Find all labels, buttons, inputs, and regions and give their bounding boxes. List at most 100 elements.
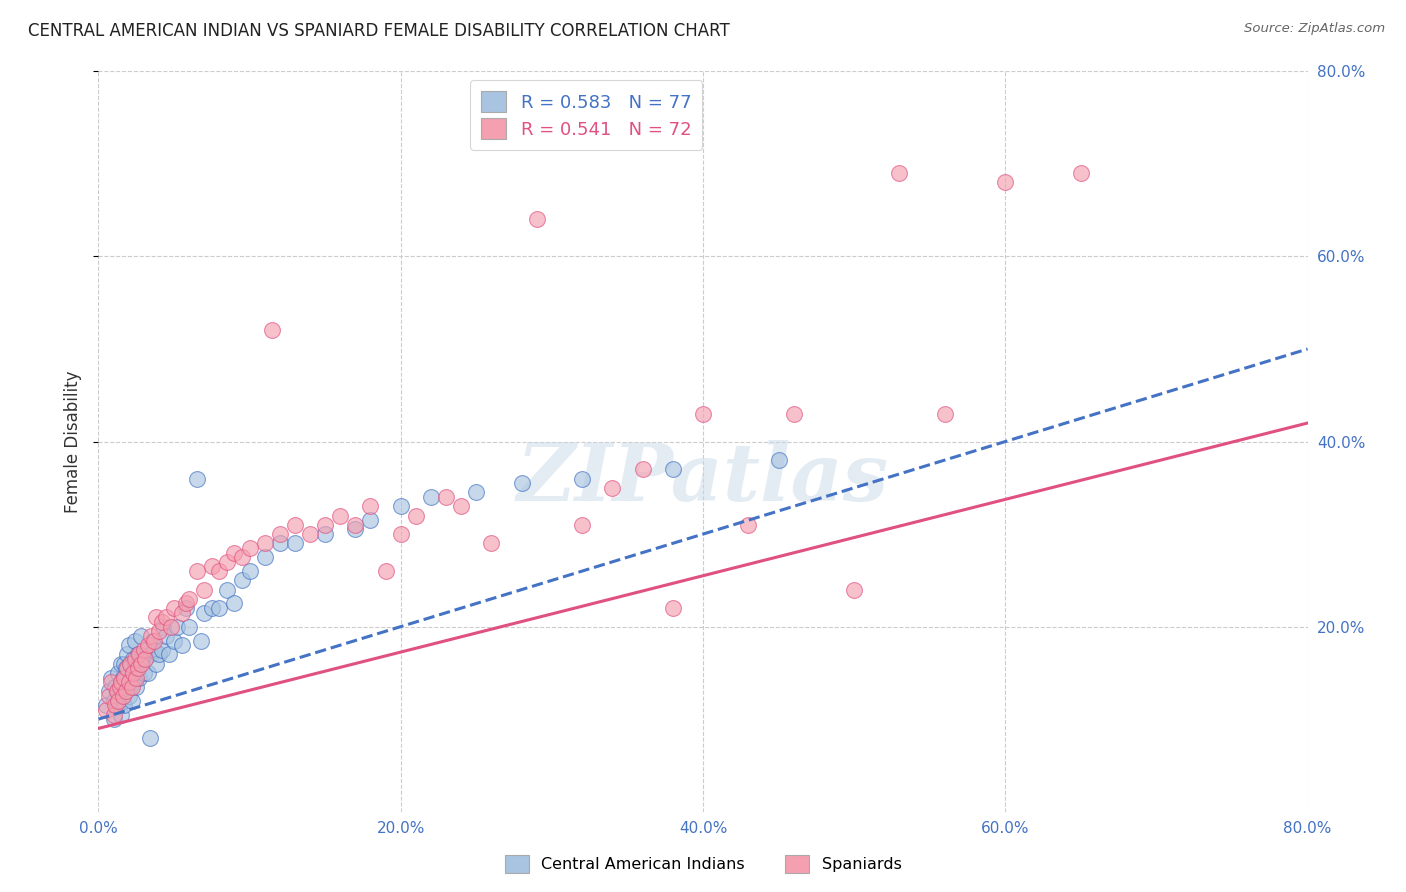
Point (783, 407, 806, 421)
Point (121, 665, 143, 680)
Point (125, 680, 148, 694)
Point (129, 629, 152, 643)
Point (124, 633, 146, 648)
Point (132, 642, 155, 657)
Point (94, 698, 117, 713)
Point (844, 582, 866, 597)
Point (104, 680, 127, 694)
Point (1070, 166, 1092, 180)
Point (174, 597, 197, 611)
Point (107, 694, 129, 708)
Point (107, 684, 129, 698)
Point (174, 601, 197, 615)
Point (114, 684, 136, 698)
Point (239, 541, 262, 555)
Point (121, 694, 143, 708)
Point (215, 555, 238, 569)
Point (208, 564, 231, 578)
Point (111, 694, 134, 708)
Point (170, 638, 193, 652)
Point (163, 601, 186, 615)
Legend: R = 0.583   N = 77, R = 0.541   N = 72: R = 0.583 N = 77, R = 0.541 N = 72 (470, 80, 702, 150)
Point (112, 671, 135, 685)
Point (163, 633, 186, 648)
Point (269, 536, 291, 550)
Point (602, 481, 624, 495)
Point (120, 680, 142, 694)
Text: ZIPatlas: ZIPatlas (517, 440, 889, 517)
Point (253, 550, 276, 565)
Point (121, 680, 143, 694)
Point (110, 657, 132, 671)
Point (136, 665, 159, 680)
Point (889, 166, 911, 180)
Point (155, 629, 177, 643)
Point (108, 689, 131, 703)
Point (94, 703, 117, 717)
Point (112, 698, 135, 713)
Point (284, 517, 307, 532)
Point (150, 642, 173, 657)
Point (510, 476, 533, 491)
Point (389, 500, 412, 514)
Point (190, 633, 212, 648)
Point (231, 550, 253, 565)
Point (134, 652, 156, 666)
Point (120, 657, 142, 671)
Point (231, 574, 253, 588)
Point (100, 671, 122, 685)
Point (737, 517, 759, 532)
Point (934, 407, 956, 421)
Point (284, 536, 307, 550)
Point (481, 536, 503, 550)
Point (111, 689, 134, 703)
Point (215, 582, 238, 597)
Point (111, 671, 134, 685)
Point (166, 619, 188, 633)
Point (132, 665, 155, 680)
Point (193, 582, 215, 597)
Point (125, 661, 148, 675)
Point (141, 629, 163, 643)
Point (314, 527, 336, 541)
Point (434, 490, 457, 504)
Point (128, 648, 150, 662)
Point (692, 407, 714, 421)
Point (115, 661, 138, 675)
Point (571, 472, 593, 486)
Point (155, 610, 177, 624)
Point (100, 675, 122, 690)
Point (105, 698, 128, 713)
Point (768, 453, 790, 467)
Point (107, 665, 129, 680)
Point (360, 500, 382, 514)
Point (374, 564, 396, 578)
Point (420, 490, 443, 504)
Point (120, 657, 142, 671)
Point (224, 597, 246, 611)
Point (110, 675, 132, 690)
Point (526, 212, 548, 227)
Point (118, 675, 141, 690)
Point (208, 601, 231, 615)
Point (186, 472, 208, 486)
Point (127, 648, 149, 662)
Point (105, 684, 128, 698)
Point (98, 684, 121, 698)
Point (150, 615, 173, 629)
Point (145, 610, 167, 624)
Point (405, 508, 427, 523)
Point (201, 601, 224, 615)
Point (389, 527, 412, 541)
Point (148, 624, 170, 639)
Point (571, 517, 593, 532)
Point (253, 536, 276, 550)
Point (269, 527, 291, 541)
Point (115, 648, 138, 662)
Point (450, 500, 472, 514)
Point (127, 661, 149, 675)
Point (103, 712, 125, 726)
Point (186, 564, 208, 578)
Point (124, 652, 146, 666)
Point (118, 638, 141, 652)
